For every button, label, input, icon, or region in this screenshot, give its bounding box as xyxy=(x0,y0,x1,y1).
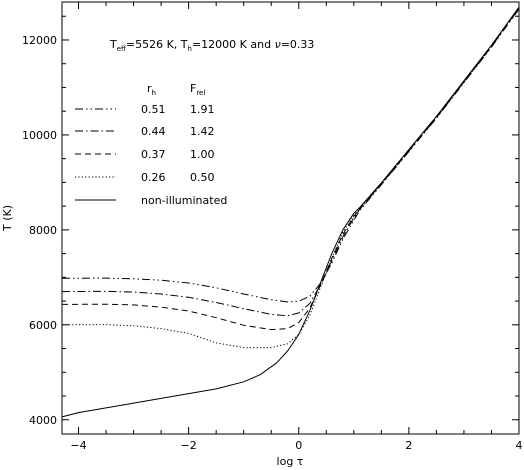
legend-f-value: 0.50 xyxy=(190,171,215,184)
series-line-0-26 xyxy=(61,7,520,349)
legend-label: non-illuminated xyxy=(141,194,227,207)
legend-header-r: rh xyxy=(147,82,156,97)
y-tick-label: 4000 xyxy=(29,414,57,427)
x-tick-label: −2 xyxy=(181,439,197,452)
plot-frame xyxy=(61,1,520,435)
x-tick-label: 2 xyxy=(405,439,412,452)
legend-r-value: 0.26 xyxy=(141,171,166,184)
legend-f-value: 1.91 xyxy=(190,103,215,116)
legend-rows: 0.51 1.91 0.44 1.42 0.37 1.00 0.26 0.50 non-illu… xyxy=(75,103,227,207)
legend-f-value: 1.00 xyxy=(190,148,215,161)
x-axis-label: log τ xyxy=(277,455,304,468)
x-tick-label: 0 xyxy=(295,439,302,452)
legend-r-value: 0.37 xyxy=(141,148,166,161)
y-tick-label: 6000 xyxy=(29,319,57,332)
legend-f-value: 1.42 xyxy=(190,125,215,138)
legend-r-value: 0.51 xyxy=(141,103,166,116)
legend-r-value: 0.44 xyxy=(141,125,166,138)
series-layer xyxy=(61,6,520,418)
y-tick-label: 12000 xyxy=(22,34,57,47)
y-tick-label: 8000 xyxy=(29,224,57,237)
y-axis-label: T (K) xyxy=(1,205,14,232)
axis-ticks: −4 −2 0 2 4 4000 6000 8000 10000 12000 xyxy=(22,2,523,452)
x-tick-label: 4 xyxy=(516,439,523,452)
series-line-0-37 xyxy=(61,7,520,331)
legend: rh Frel 0.51 1.91 0.44 1.42 0.37 1.00 0.26 0.50… xyxy=(75,82,227,207)
legend-header-f: Frel xyxy=(190,82,205,97)
series-line-non-illuminated xyxy=(61,6,520,418)
series-line-0-44 xyxy=(61,8,520,317)
y-tick-label: 10000 xyxy=(22,129,57,142)
series-line-0-51 xyxy=(61,8,520,303)
x-tick-label: −4 xyxy=(70,439,86,452)
parameter-annotation: Teff=5526 K, Th=12000 K and ν=0.33 xyxy=(109,38,314,53)
